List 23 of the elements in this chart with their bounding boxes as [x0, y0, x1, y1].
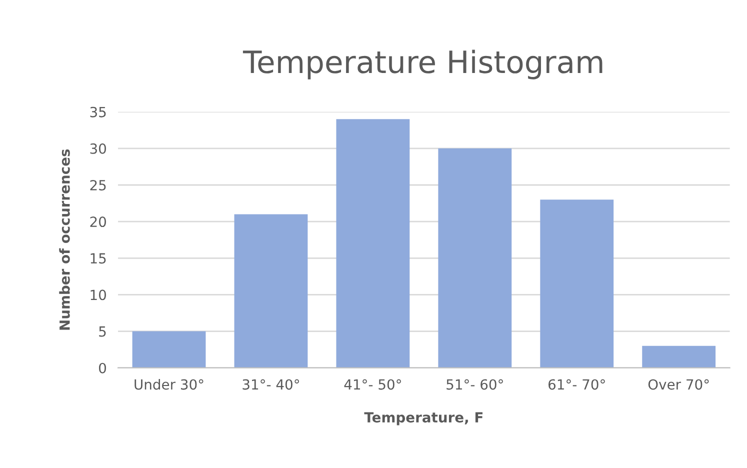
x-tick-label: 61°- 70°	[548, 379, 605, 390]
chart-title: Temperature Histogram	[242, 50, 602, 80]
x-tick-label: 51°- 60°	[446, 379, 503, 390]
x-tick-label: Over 70°	[648, 379, 709, 390]
y-tick-label: 25	[90, 180, 106, 190]
y-axis-title: Number of occurrences	[59, 149, 70, 330]
y-tick-label: 0	[98, 362, 106, 374]
x-tick-label: 41°- 50°	[344, 379, 401, 390]
bar	[438, 148, 512, 368]
y-tick-label: 35	[90, 106, 106, 118]
bar	[642, 346, 716, 368]
y-tick-label: 20	[90, 216, 106, 228]
x-tick-label: 31°- 40°	[242, 379, 299, 390]
bar	[234, 214, 308, 368]
y-tick-label: 10	[90, 290, 106, 300]
x-axis-title: Temperature, F	[364, 412, 483, 426]
x-tick-label: Under 30°	[134, 378, 204, 390]
bar	[540, 200, 614, 368]
bar	[132, 331, 206, 368]
y-tick-label: 30	[90, 143, 106, 154]
y-tick-label: 5	[99, 326, 106, 337]
bar	[336, 119, 410, 368]
y-tick-label: 15	[90, 253, 106, 264]
